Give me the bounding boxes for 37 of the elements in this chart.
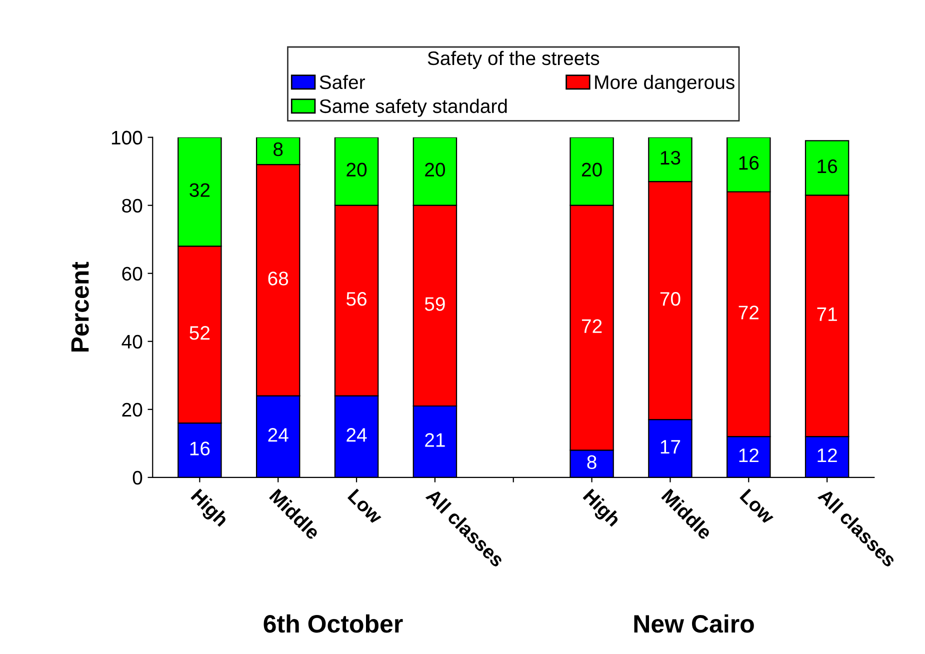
legend-label: More dangerous xyxy=(595,74,734,93)
data-label: 71 xyxy=(817,308,837,321)
data-label: 12 xyxy=(739,448,758,462)
y-tick-label: 40 xyxy=(122,334,142,349)
data-label: 68 xyxy=(268,272,288,286)
y-tick-label: 100 xyxy=(112,130,142,145)
data-label: 21 xyxy=(425,433,445,447)
data-label: 20 xyxy=(346,162,367,177)
data-label: 59 xyxy=(424,297,445,311)
data-label: 52 xyxy=(190,326,210,340)
data-label: 20 xyxy=(582,162,602,177)
data-label: 16 xyxy=(739,156,759,170)
data-label: 8 xyxy=(587,455,596,470)
text: 6th October xyxy=(264,614,403,633)
data-label: 72 xyxy=(738,306,758,320)
data-label: 17 xyxy=(660,440,680,454)
data-label: 32 xyxy=(190,183,210,197)
data-label: 12 xyxy=(818,448,837,462)
y-axis-title: Percent xyxy=(71,262,89,352)
data-label: 72 xyxy=(582,319,602,333)
data-label: 56 xyxy=(346,292,366,306)
data-label: 16 xyxy=(190,442,210,456)
data-label: 70 xyxy=(660,292,680,306)
data-label: 16 xyxy=(818,159,838,174)
data-label: 20 xyxy=(425,162,446,177)
data-label: 24 xyxy=(268,428,288,442)
y-tick-label: 80 xyxy=(122,198,142,213)
data-label: 8 xyxy=(274,142,283,156)
legend-label: Safer xyxy=(320,74,365,90)
data-label: 24 xyxy=(346,428,367,442)
y-tick-label: 60 xyxy=(122,266,142,281)
y-tick-label: 20 xyxy=(122,402,142,417)
y-tick-label: 0 xyxy=(132,470,142,485)
legend-title: Safety of the streets xyxy=(428,50,600,70)
data-label: 13 xyxy=(660,150,680,165)
legend-label: Same safety standard xyxy=(320,98,507,117)
text: New Cairo xyxy=(634,614,754,633)
